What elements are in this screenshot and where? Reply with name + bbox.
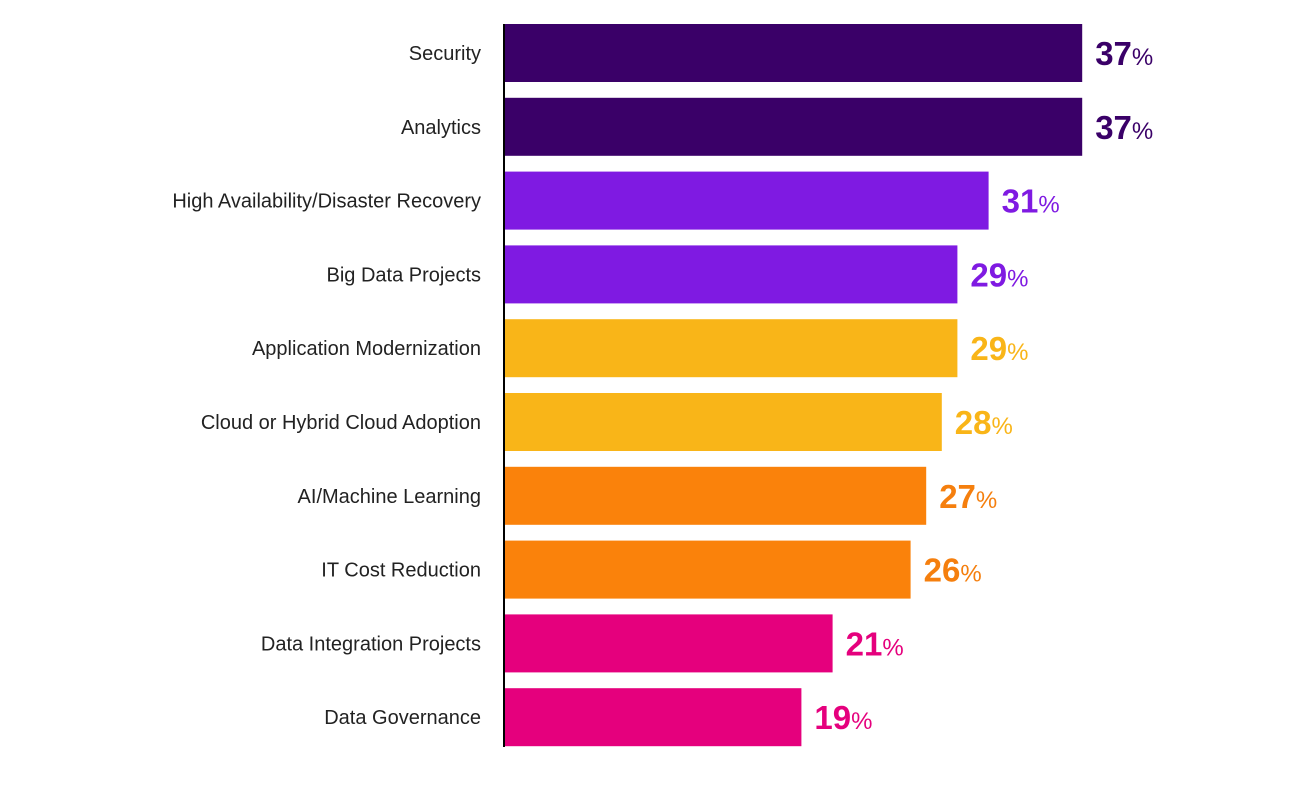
value-unit: %: [960, 561, 981, 588]
value-number: 19: [814, 699, 851, 736]
value-number: 21: [846, 625, 883, 662]
value-number: 28: [955, 404, 992, 441]
category-label-ai-machine-learning: AI/Machine Learning: [298, 486, 481, 508]
value-unit: %: [1132, 118, 1153, 145]
value-label-ai-machine-learning: 27%: [939, 478, 997, 515]
value-label-data-governance: 19%: [814, 699, 872, 736]
value-label-analytics: 37%: [1095, 109, 1153, 146]
value-unit: %: [976, 487, 997, 514]
value-label-data-integration-projects: 21%: [846, 625, 904, 662]
bar-application-modernization: [505, 319, 958, 378]
value-label-application-modernization: 29%: [970, 330, 1028, 367]
category-label-big-data-projects: Big Data Projects: [326, 264, 481, 286]
value-number: 37: [1095, 109, 1132, 146]
bar-data-governance: [505, 688, 802, 747]
category-label-data-governance: Data Governance: [324, 707, 481, 729]
category-label-cloud-or-hybrid-cloud-adoption: Cloud or Hybrid Cloud Adoption: [201, 412, 481, 434]
category-label-application-modernization: Application Modernization: [252, 338, 481, 360]
category-label-analytics: Analytics: [401, 117, 481, 139]
value-labels-group: 37%37%31%29%29%28%27%26%21%19%: [814, 35, 1153, 736]
value-number: 29: [970, 256, 1007, 293]
bar-data-integration-projects: [505, 614, 833, 673]
category-labels-group: Security Analytics High Availability/Disas…: [172, 43, 481, 729]
value-unit: %: [1007, 339, 1028, 366]
category-label-data-integration-projects: Data Integration Projects: [261, 633, 481, 655]
category-label-it-cost-reduction: IT Cost Reduction: [321, 560, 481, 582]
value-unit: %: [1132, 44, 1153, 71]
value-number: 27: [939, 478, 976, 515]
value-unit: %: [851, 708, 872, 735]
bar-high-availability-disaster-recovery: [505, 171, 989, 230]
bars-group: [505, 24, 1083, 747]
value-unit: %: [1038, 192, 1059, 219]
bar-cloud-or-hybrid-cloud-adoption: [505, 393, 942, 451]
category-label-high-availability-disaster-recovery: High Availability/Disaster Recovery: [172, 191, 481, 213]
value-unit: %: [882, 634, 903, 661]
value-label-security: 37%: [1095, 35, 1153, 72]
bar-it-cost-reduction: [505, 540, 911, 599]
value-label-high-availability-disaster-recovery: 31%: [1002, 183, 1060, 220]
value-label-it-cost-reduction: 26%: [924, 552, 982, 589]
value-number: 26: [924, 552, 961, 589]
value-label-big-data-projects: 29%: [970, 256, 1028, 293]
category-label-security: Security: [409, 43, 481, 65]
bar-security: [505, 24, 1083, 82]
value-number: 29: [970, 330, 1007, 367]
value-number: 37: [1095, 35, 1132, 72]
bar-analytics: [505, 97, 1083, 156]
value-label-cloud-or-hybrid-cloud-adoption: 28%: [955, 404, 1013, 441]
bar-big-data-projects: [505, 245, 958, 304]
value-number: 31: [1002, 183, 1039, 220]
value-unit: %: [1007, 265, 1028, 292]
bar-ai-machine-learning: [505, 466, 927, 525]
value-unit: %: [992, 413, 1013, 440]
